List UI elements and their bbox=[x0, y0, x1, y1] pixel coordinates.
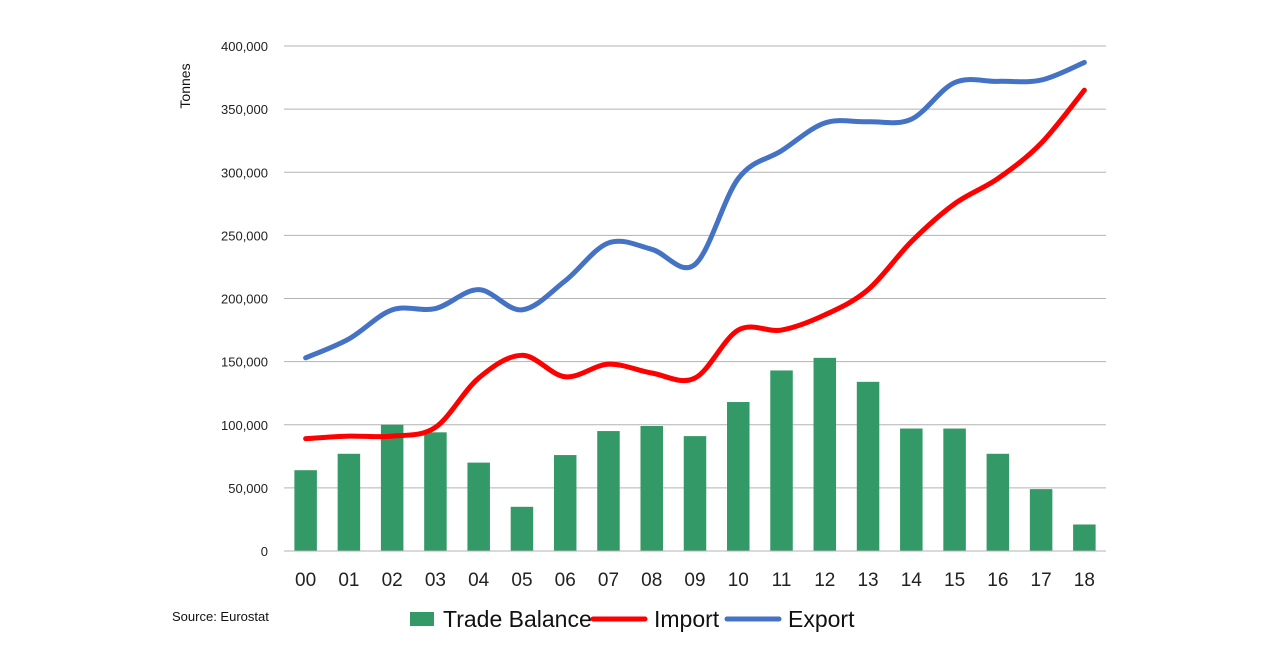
trade-balance-bar bbox=[467, 462, 490, 551]
legend-swatch bbox=[410, 612, 434, 626]
trade-balance-bar bbox=[553, 455, 577, 551]
import-line bbox=[303, 87, 1087, 442]
x-tick-label: 06 bbox=[555, 570, 576, 591]
source-note: Source: Eurostat bbox=[172, 609, 269, 624]
legend-item-export: Export bbox=[724, 606, 855, 632]
x-tick-label: 10 bbox=[728, 570, 749, 591]
y-axis-ticks: 0 50,000 100,000 150,000 200,000 250,000 300,0… bbox=[221, 39, 268, 559]
x-tick-label: 05 bbox=[511, 570, 532, 591]
y-tick-label: 400,000 bbox=[221, 39, 268, 54]
trade-balance-bar bbox=[683, 436, 707, 551]
x-tick-label: 11 bbox=[772, 570, 792, 591]
y-tick-label: 0 bbox=[261, 544, 268, 559]
trade-balance-bar bbox=[510, 506, 534, 551]
trade-balance-bar bbox=[943, 428, 966, 551]
legend-label: Trade Balance bbox=[443, 606, 592, 632]
x-tick-label: 15 bbox=[944, 570, 965, 591]
x-tick-label: 09 bbox=[684, 570, 705, 591]
x-tick-label: 13 bbox=[857, 570, 878, 591]
x-tick-label: 08 bbox=[641, 570, 662, 591]
x-tick-label: 03 bbox=[425, 570, 446, 591]
trade-balance-bar bbox=[597, 431, 620, 551]
x-tick-label: 16 bbox=[987, 570, 1008, 591]
legend-item-import: Import bbox=[590, 606, 720, 632]
trade-balance-bar bbox=[813, 357, 837, 551]
y-tick-label: 100,000 bbox=[221, 418, 268, 433]
trade-balance-bar bbox=[770, 370, 793, 551]
trade-balance-bar bbox=[1029, 489, 1053, 551]
y-tick-label: 200,000 bbox=[221, 292, 268, 307]
legend-item-trade-balance: Trade Balance bbox=[410, 606, 592, 632]
trade-balance-bar bbox=[640, 426, 663, 551]
x-axis-ticks: 00 01 02 03 04 05 06 07 08 09 10 11 12 13 14 15 16 17 18 bbox=[295, 570, 1095, 591]
trade-balance-bar bbox=[900, 428, 923, 551]
legend: Trade Balance Import Export bbox=[410, 606, 855, 632]
legend-label: Import bbox=[654, 606, 720, 632]
x-tick-label: 14 bbox=[901, 570, 923, 591]
trade-balance-bar bbox=[294, 470, 317, 551]
trade-balance-bar bbox=[986, 453, 1010, 551]
y-tick-label: 150,000 bbox=[221, 355, 268, 370]
x-tick-label: 17 bbox=[1031, 570, 1052, 591]
x-tick-label: 07 bbox=[598, 570, 619, 591]
x-tick-label: 04 bbox=[468, 570, 490, 591]
trade-balance-bar bbox=[424, 432, 447, 551]
y-tick-label: 350,000 bbox=[221, 102, 268, 117]
y-tick-label: 50,000 bbox=[228, 481, 268, 496]
x-tick-label: 12 bbox=[814, 570, 835, 591]
y-tick-label: 300,000 bbox=[221, 165, 268, 180]
bar-series-trade-balance bbox=[294, 357, 1096, 551]
trade-balance-bar bbox=[1073, 524, 1096, 551]
x-tick-label: 01 bbox=[338, 570, 359, 591]
x-tick-label: 18 bbox=[1074, 570, 1095, 591]
trade-balance-bar bbox=[337, 453, 361, 551]
legend-label: Export bbox=[788, 606, 855, 632]
export-line bbox=[303, 59, 1087, 361]
trade-balance-bar bbox=[856, 381, 880, 551]
trade-balance-bar bbox=[380, 424, 404, 551]
x-tick-label: 02 bbox=[382, 570, 403, 591]
line-series bbox=[303, 59, 1087, 442]
trade-balance-bar bbox=[727, 402, 750, 551]
y-axis-title: Tonnes bbox=[177, 63, 193, 108]
gridlines bbox=[284, 45, 1106, 489]
y-tick-label: 250,000 bbox=[221, 228, 268, 243]
x-tick-label: 00 bbox=[295, 570, 316, 591]
